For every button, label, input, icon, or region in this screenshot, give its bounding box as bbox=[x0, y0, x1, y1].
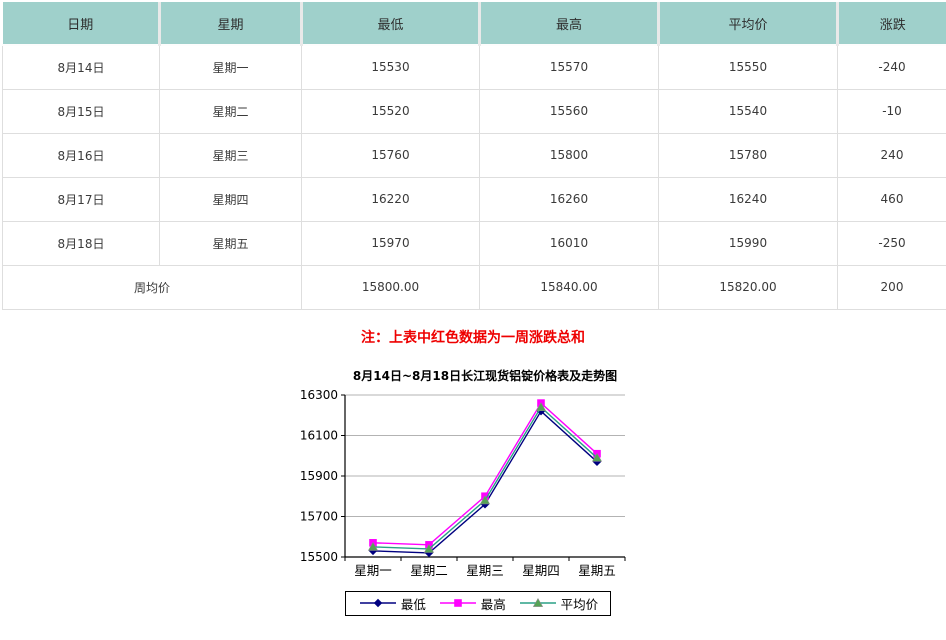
table-row: 8月18日 星期五 15970 16010 15990 -250 bbox=[2, 220, 946, 266]
svg-text:星期五: 星期五 bbox=[578, 563, 616, 578]
cell-high: 15800 bbox=[479, 132, 659, 178]
svg-text:星期一: 星期一 bbox=[354, 563, 392, 578]
cell-date: 8月14日 bbox=[2, 44, 160, 90]
cell-high: 16010 bbox=[479, 220, 659, 266]
legend-label: 最高 bbox=[480, 596, 506, 612]
summary-row: 周均价 15800.00 15840.00 15820.00 200 bbox=[2, 264, 946, 310]
cell-change: 240 bbox=[837, 132, 946, 178]
svg-text:15900: 15900 bbox=[300, 469, 338, 483]
cell-high: 15570 bbox=[479, 44, 659, 90]
cell-avg: 15540 bbox=[658, 88, 838, 134]
svg-text:星期三: 星期三 bbox=[466, 563, 504, 578]
column-header: 星期 bbox=[159, 2, 303, 46]
svg-text:16300: 16300 bbox=[300, 388, 338, 402]
chart-legend: 最低 最高 平均价 bbox=[345, 590, 611, 616]
cell-date: 8月15日 bbox=[2, 88, 160, 134]
cell-weekday: 星期五 bbox=[159, 220, 302, 266]
line-chart-canvas: 15500 15700 15900 16100 16300 星期一 星期二 星期三 星期四 星期五 bbox=[300, 388, 626, 578]
note-text: 注：上表中红色数据为一周涨跌总和 bbox=[361, 329, 585, 346]
price-table: 日期 星期 最低 最高 平均价 涨跌 8月14日 星期一 15530 15570 15550 -24… bbox=[2, 2, 946, 310]
cell-change: 460 bbox=[837, 176, 946, 222]
cell-low: 15530 bbox=[301, 44, 480, 90]
column-header: 日期 bbox=[2, 2, 161, 46]
cell-avg: 16240 bbox=[658, 176, 838, 222]
cell-low: 15970 bbox=[301, 220, 480, 266]
svg-text:15500: 15500 bbox=[300, 550, 338, 564]
cell-high: 16260 bbox=[479, 176, 659, 222]
trend-chart: 8月14日~8月18日长江现货铝锭价格表及走势图 15500 15700 15900… bbox=[295, 367, 635, 616]
column-header: 涨跌 bbox=[837, 2, 946, 46]
column-header: 最低 bbox=[301, 2, 481, 46]
cell-change: -240 bbox=[837, 44, 946, 90]
cell-avg: 15550 bbox=[658, 44, 838, 90]
cell-date: 8月16日 bbox=[2, 132, 160, 178]
cell-weekday: 星期一 bbox=[159, 44, 302, 90]
summary-avg: 15820.00 bbox=[658, 264, 838, 310]
legend-diamond-swatch bbox=[359, 598, 396, 608]
cell-avg: 15780 bbox=[658, 132, 838, 178]
table-header-row: 日期 星期 最低 最高 平均价 涨跌 bbox=[2, 2, 946, 46]
cell-weekday: 星期二 bbox=[159, 88, 302, 134]
cell-weekday: 星期三 bbox=[159, 132, 302, 178]
legend-entry: 平均价 bbox=[518, 594, 599, 613]
legend-square-swatch bbox=[439, 599, 476, 607]
cell-change: -10 bbox=[837, 88, 946, 134]
column-header: 最高 bbox=[479, 2, 660, 46]
legend-entry: 最高 bbox=[438, 594, 506, 613]
cell-low: 15760 bbox=[301, 132, 480, 178]
svg-text:星期四: 星期四 bbox=[522, 563, 560, 578]
svg-text:15700: 15700 bbox=[300, 509, 338, 523]
svg-text:星期二: 星期二 bbox=[410, 563, 448, 578]
summary-low: 15800.00 bbox=[301, 264, 480, 310]
table-row: 8月16日 星期三 15760 15800 15780 240 bbox=[2, 132, 946, 178]
cell-low: 16220 bbox=[301, 176, 480, 222]
cell-change: -250 bbox=[837, 220, 946, 266]
cell-avg: 15990 bbox=[658, 220, 838, 266]
table-row: 8月14日 星期一 15530 15570 15550 -240 bbox=[2, 44, 946, 90]
summary-label: 周均价 bbox=[2, 264, 302, 310]
cell-high: 15560 bbox=[479, 88, 659, 134]
cell-date: 8月18日 bbox=[2, 220, 160, 266]
table-row: 8月17日 星期四 16220 16260 16240 460 bbox=[2, 176, 946, 222]
summary-change: 200 bbox=[837, 264, 946, 310]
cell-weekday: 星期四 bbox=[159, 176, 302, 222]
legend-entry: 最低 bbox=[358, 594, 426, 613]
legend-triangle-swatch bbox=[519, 597, 556, 607]
svg-text:16100: 16100 bbox=[300, 428, 338, 442]
legend-label: 平均价 bbox=[560, 596, 599, 612]
cell-low: 15520 bbox=[301, 88, 480, 134]
cell-date: 8月17日 bbox=[2, 176, 160, 222]
column-header: 平均价 bbox=[658, 2, 839, 46]
chart-title: 8月14日~8月18日长江现货铝锭价格表及走势图 bbox=[352, 368, 618, 383]
table-row: 8月15日 星期二 15520 15560 15540 -10 bbox=[2, 88, 946, 134]
summary-high: 15840.00 bbox=[479, 264, 659, 310]
legend-label: 最低 bbox=[400, 596, 426, 612]
